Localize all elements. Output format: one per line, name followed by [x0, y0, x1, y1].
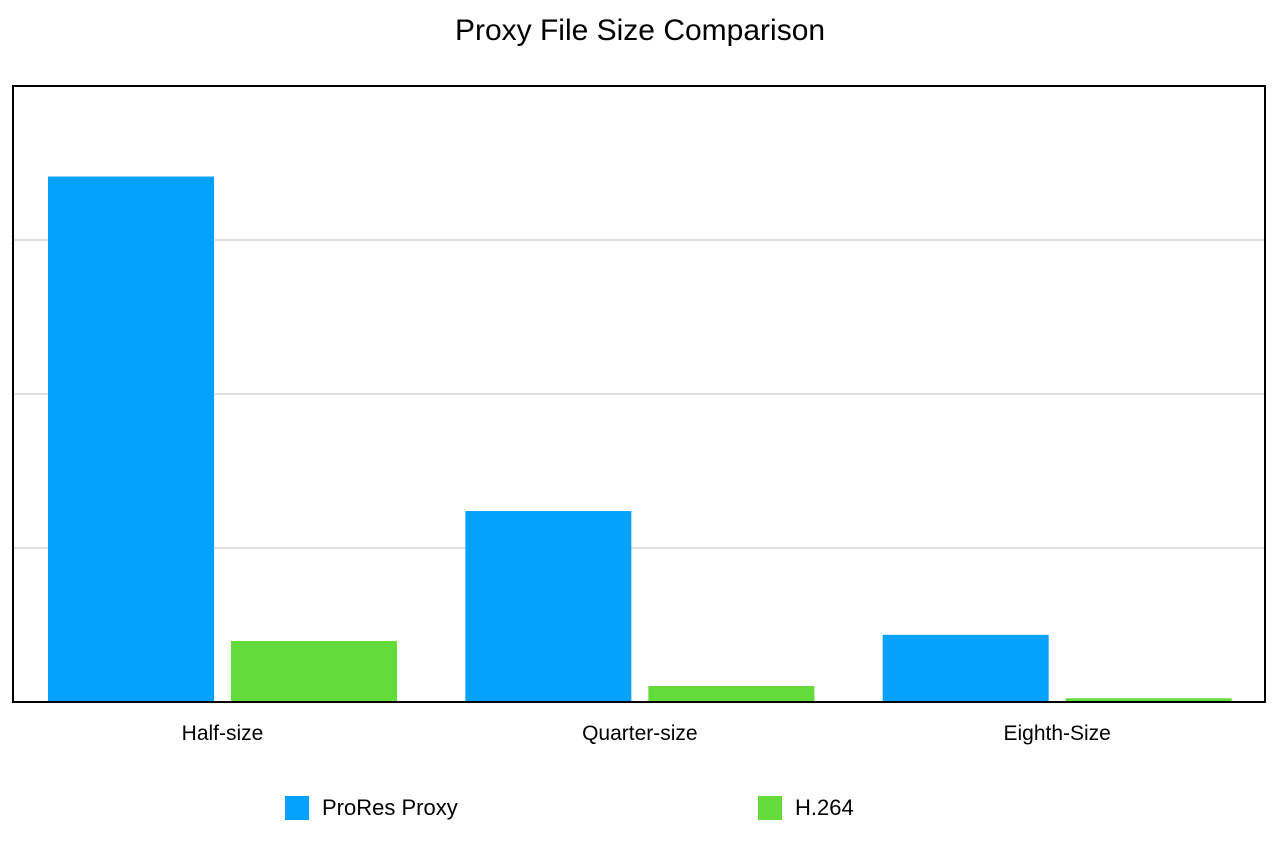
x-tick-label-quarter-size: Quarter-size: [582, 722, 698, 745]
legend-label-prores: ProRes Proxy: [322, 795, 458, 820]
bar-half-size-prores-proxy: [48, 176, 214, 702]
bar-eighth-size-h264: [1065, 698, 1232, 702]
legend-swatch-prores: [285, 796, 309, 820]
legend-item-prores: ProRes Proxy: [285, 795, 458, 821]
gridlines: [13, 239, 1265, 549]
bars: [48, 176, 1232, 702]
bar-quarter-size-prores-proxy: [465, 511, 632, 702]
x-tick-labels: Half-size Quarter-size Eighth-Size: [182, 722, 1111, 745]
bar-half-size-h264: [231, 641, 397, 702]
legend-label-h264: H.264: [795, 795, 854, 820]
bar-eighth-size-prores-proxy: [882, 634, 1049, 702]
legend-swatch-h264: [758, 796, 782, 820]
chart-title: Proxy File Size Comparison: [454, 14, 826, 47]
x-tick-label-half-size: Half-size: [182, 722, 264, 745]
bar-quarter-size-h264: [648, 685, 815, 702]
x-tick-label-eighth-size: Eighth-Size: [1003, 722, 1110, 745]
legend-item-h264: H.264: [758, 795, 854, 821]
plot-frame: [12, 85, 1266, 703]
